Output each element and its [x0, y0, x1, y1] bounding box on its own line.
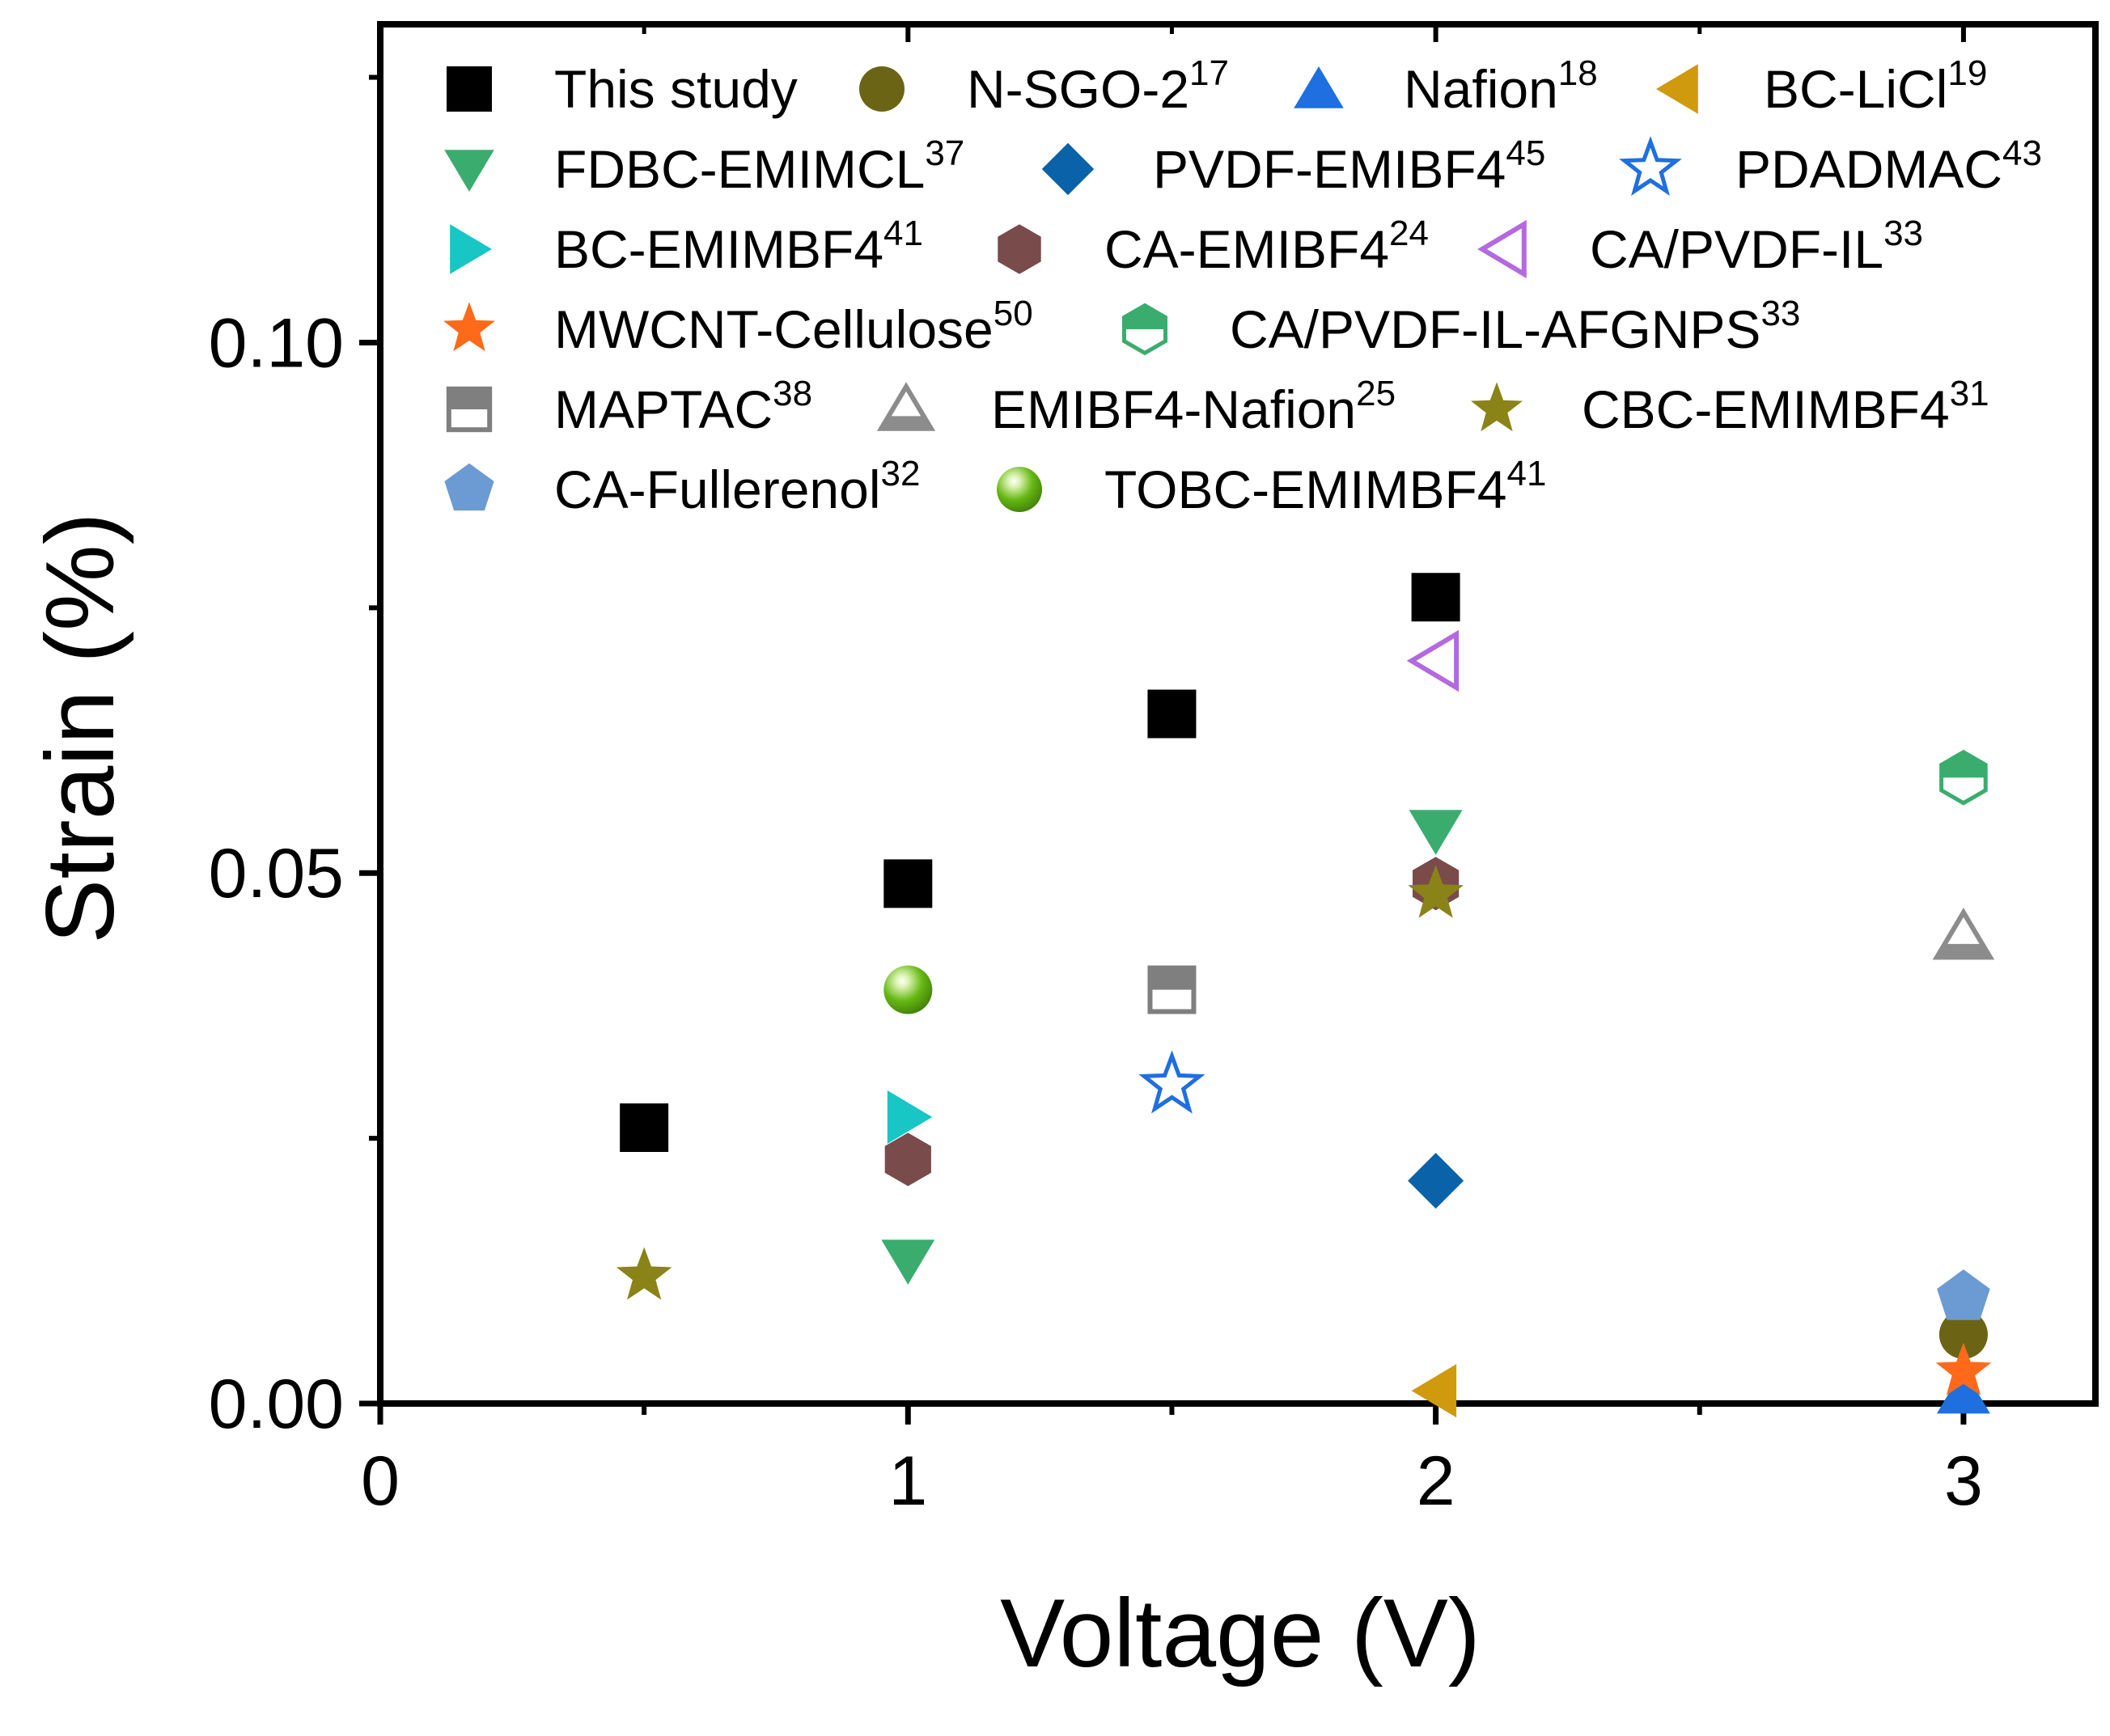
- legend-label: FDBC-EMIMCL37: [554, 133, 964, 199]
- legend-marker-maptac: [446, 386, 493, 433]
- y-axis-title: Strain (%): [26, 512, 134, 943]
- legend-label: PVDF-EMIBF445: [1153, 133, 1545, 199]
- legend-marker-bc-licl: [1656, 64, 1698, 114]
- data-point-maptac-0: [1147, 965, 1197, 1014]
- legend-marker-n-sgo-2: [859, 66, 905, 112]
- legend-marker-nafion: [1294, 66, 1344, 108]
- legend-label: CA/PVDF-IL33: [1590, 214, 1923, 279]
- data-point-tobc-emimbf4-0: [883, 965, 933, 1014]
- legend-label: TOBC-EMIMBF441: [1104, 454, 1546, 519]
- data-point-emibf4-nafion-0: [1932, 908, 1995, 960]
- x-axis-title: Voltage (V): [1000, 1579, 1481, 1687]
- legend-label: BC-LiCl19: [1764, 53, 1987, 119]
- plot-frame: [377, 21, 2099, 1407]
- data-point-n-sgo-2-0: [1938, 1310, 1988, 1359]
- axes: 0 1 2 3 0.00 0.05 0.10: [209, 24, 1983, 1520]
- data-point-pvdf-emibf4-0: [1408, 1153, 1464, 1209]
- plot-border: [377, 21, 2099, 1407]
- data-point-fdbc-emimcl-1: [1409, 810, 1463, 855]
- y-tick-label: 0.10: [209, 304, 344, 382]
- data-point-ca-fullerenol-0: [1937, 1269, 1990, 1320]
- legend-label: EMIBF4-Nafion25: [991, 374, 1396, 439]
- legend-marker-ca-pvdf-il: [1477, 219, 1527, 279]
- x-tick-label: 0: [361, 1442, 400, 1520]
- legend-label: CBC-EMIMBF431: [1582, 374, 1989, 439]
- legend-label: PDADMAC43: [1735, 133, 2042, 199]
- legend-marker-fdbc-emimcl: [444, 150, 494, 192]
- data-point-cbc-emimbf4-0: [616, 1247, 672, 1300]
- x-tick-label: 2: [1417, 1442, 1455, 1520]
- legend-marker-pvdf-emibf4: [1041, 142, 1095, 196]
- data-point-this-study-0: [620, 1103, 669, 1152]
- x-tick-label: 1: [888, 1442, 927, 1520]
- legend-marker-bc-emimbf4: [450, 224, 492, 274]
- legend-label: This study: [554, 59, 798, 119]
- legend-marker-mwcnt-cellulose: [443, 302, 495, 352]
- legend-marker-ca-fullerenol: [444, 463, 494, 511]
- legend-label: CA-Fullerenol32: [554, 454, 920, 519]
- data-point-bc-licl-0: [1411, 1364, 1457, 1418]
- data-point-ca-emibf4-0: [884, 1133, 931, 1187]
- legend-label: CA-EMIBF424: [1104, 214, 1429, 279]
- legend-label: MWCNT-Cellulose50: [554, 294, 1033, 359]
- data-point-this-study-3: [1411, 573, 1460, 622]
- x-tick-label: 3: [1944, 1442, 1983, 1520]
- legend-marker-emibf4-nafion: [876, 382, 936, 431]
- legend-label: MAPTAC38: [554, 374, 812, 439]
- data-point-this-study-2: [1147, 689, 1197, 739]
- data-point-mwcnt-cellulose-0: [1935, 1342, 1992, 1395]
- data-point-pdadmac-0: [1138, 1050, 1205, 1114]
- legend-label: CA/PVDF-IL-AFGNPS33: [1230, 294, 1800, 359]
- data-point-fdbc-emimcl-0: [881, 1239, 935, 1285]
- data-point-bc-emimbf4-0: [887, 1090, 933, 1144]
- data-points: [616, 573, 1995, 1418]
- legend-label: N-SGO-217: [967, 53, 1229, 119]
- legend-label: BC-EMIMBF441: [554, 214, 923, 279]
- data-point-cbc-emimbf4-1: [1408, 865, 1464, 918]
- data-point-this-study-1: [883, 859, 933, 908]
- y-tick-label: 0.00: [209, 1366, 344, 1443]
- legend-label: Nafion18: [1404, 53, 1598, 119]
- legend-marker-tobc-emimbf4: [997, 467, 1042, 512]
- legend-marker-this-study: [447, 66, 492, 112]
- legend-marker-ca-pvdf-il-afgnps: [1122, 303, 1167, 356]
- y-tick-label: 0.05: [209, 835, 344, 912]
- legend-marker-cbc-emimbf4: [1471, 382, 1523, 432]
- data-point-nafion-0: [1936, 1368, 1990, 1414]
- legend: This study N-SGO-217 Nafion18 BC-LiCl19 FDBC…: [443, 53, 2042, 519]
- data-point-ca-pvdf-il-afgnps-0: [1939, 749, 1988, 806]
- data-point-ca-pvdf-il-0: [1406, 629, 1460, 692]
- legend-marker-ca-emibf4: [998, 224, 1041, 274]
- legend-marker-pdadmac: [1619, 136, 1682, 197]
